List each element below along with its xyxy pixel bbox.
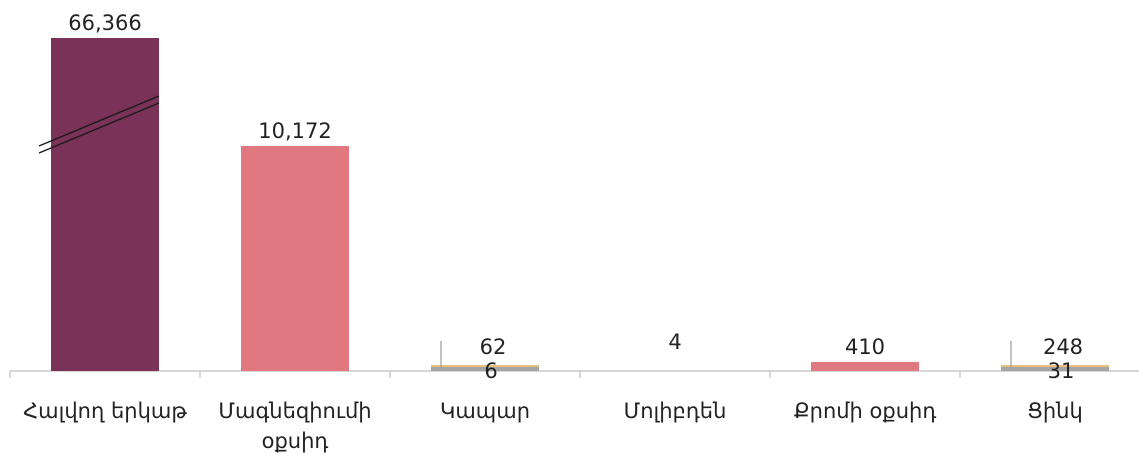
data-label-4: 410 xyxy=(845,335,885,359)
bar-4 xyxy=(811,361,919,371)
bar-secondary-2 xyxy=(431,367,539,371)
data-label-secondary-5: 31 xyxy=(1048,359,1075,383)
data-label-1: 10,172 xyxy=(258,119,331,143)
bar-1 xyxy=(241,146,349,371)
category-label-2: Կապար xyxy=(440,399,530,423)
data-label-0: 66,366 xyxy=(68,11,141,35)
data-label-secondary-2: 6 xyxy=(484,359,497,383)
category-label-1: օքսիդ xyxy=(262,429,329,453)
axis-break-line xyxy=(38,102,160,154)
axis-break-line xyxy=(38,95,160,147)
category-label-5: Ցինկ xyxy=(1027,399,1083,423)
data-label-5: 248 xyxy=(1043,335,1083,359)
category-label-4: Քրոմի օքսիդ xyxy=(794,399,937,423)
bar-top-2 xyxy=(431,365,539,367)
category-label-3: Մոլիբդեն xyxy=(624,399,727,423)
data-label-3: 4 xyxy=(668,330,681,354)
category-label-0: Հալվող երկաթ xyxy=(23,399,187,423)
bar-top-5 xyxy=(1001,365,1109,367)
category-label-1: Մագնեզիումի xyxy=(218,399,371,423)
bar-0 xyxy=(51,38,159,371)
bar-secondary-5 xyxy=(1001,367,1109,371)
data-label-2: 62 xyxy=(480,335,507,359)
